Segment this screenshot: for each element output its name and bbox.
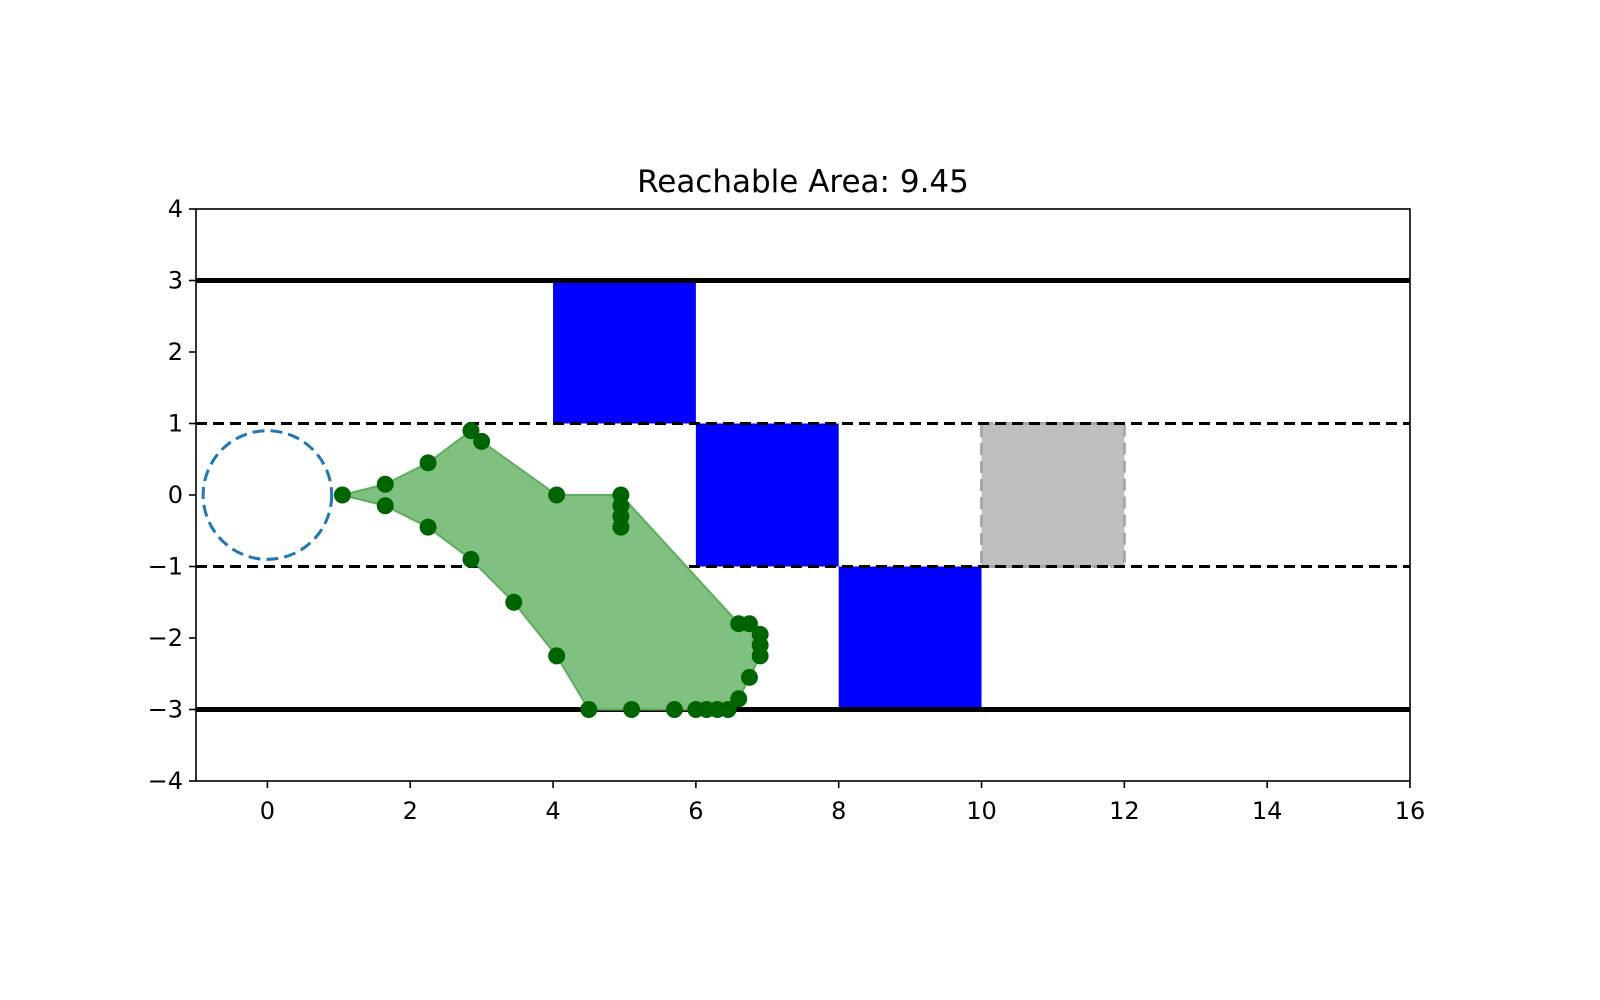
reachable-point-9 [505, 593, 523, 611]
obstacle-block-2 [695, 423, 839, 567]
reachable-point-24 [740, 668, 758, 686]
x-tick-label-8: 8 [831, 797, 846, 825]
y-tick-label-4: 4 [168, 195, 183, 223]
y-tick-label--4: −4 [148, 767, 183, 795]
plot-area [196, 278, 1410, 718]
obstacle-block-3 [838, 566, 982, 710]
obstacle-block-1 [553, 280, 696, 424]
y-tick-label-0: 0 [168, 481, 183, 509]
reachable-point-1 [333, 486, 351, 504]
reachable-point-2 [376, 475, 394, 493]
y-tick-label--1: −1 [148, 553, 183, 581]
y-tick-label--3: −3 [148, 696, 183, 724]
y-tick-label-3: 3 [168, 267, 183, 295]
reachable-point-22 [719, 701, 737, 718]
reachable-point-18 [665, 701, 683, 718]
chart-title: Reachable Area: 9.45 [637, 164, 969, 200]
reachable-point-29 [730, 615, 748, 633]
x-tick-label-12: 12 [1109, 797, 1140, 825]
reachable-point-11 [548, 647, 566, 665]
x-tick-label-10: 10 [966, 797, 997, 825]
start-circle [201, 429, 334, 561]
reachable-point-4 [419, 454, 437, 472]
y-tick-label--2: −2 [148, 624, 183, 652]
reachable-point-23 [730, 690, 748, 708]
reachable-point-6 [462, 422, 480, 440]
ghost-target-box [980, 422, 1126, 568]
x-tick-label-16: 16 [1395, 797, 1426, 825]
y-tick-label-1: 1 [168, 410, 183, 438]
x-tick-label-4: 4 [545, 797, 560, 825]
x-tick-label-2: 2 [403, 797, 418, 825]
reachable-point-17 [623, 701, 641, 718]
reachable-point-10 [548, 486, 566, 504]
y-tick-label-2: 2 [168, 338, 183, 366]
reachable-point-27 [751, 625, 769, 643]
x-tick-label-0: 0 [260, 797, 275, 825]
x-tick-label-14: 14 [1252, 797, 1283, 825]
x-tick-label-6: 6 [688, 797, 703, 825]
reachable-point-7 [473, 432, 491, 450]
reachable-point-3 [376, 497, 394, 515]
reachable-point-16 [580, 701, 598, 718]
reachable-point-5 [419, 518, 437, 536]
reachable-point-8 [462, 550, 480, 568]
reachable-point-15 [612, 518, 630, 536]
